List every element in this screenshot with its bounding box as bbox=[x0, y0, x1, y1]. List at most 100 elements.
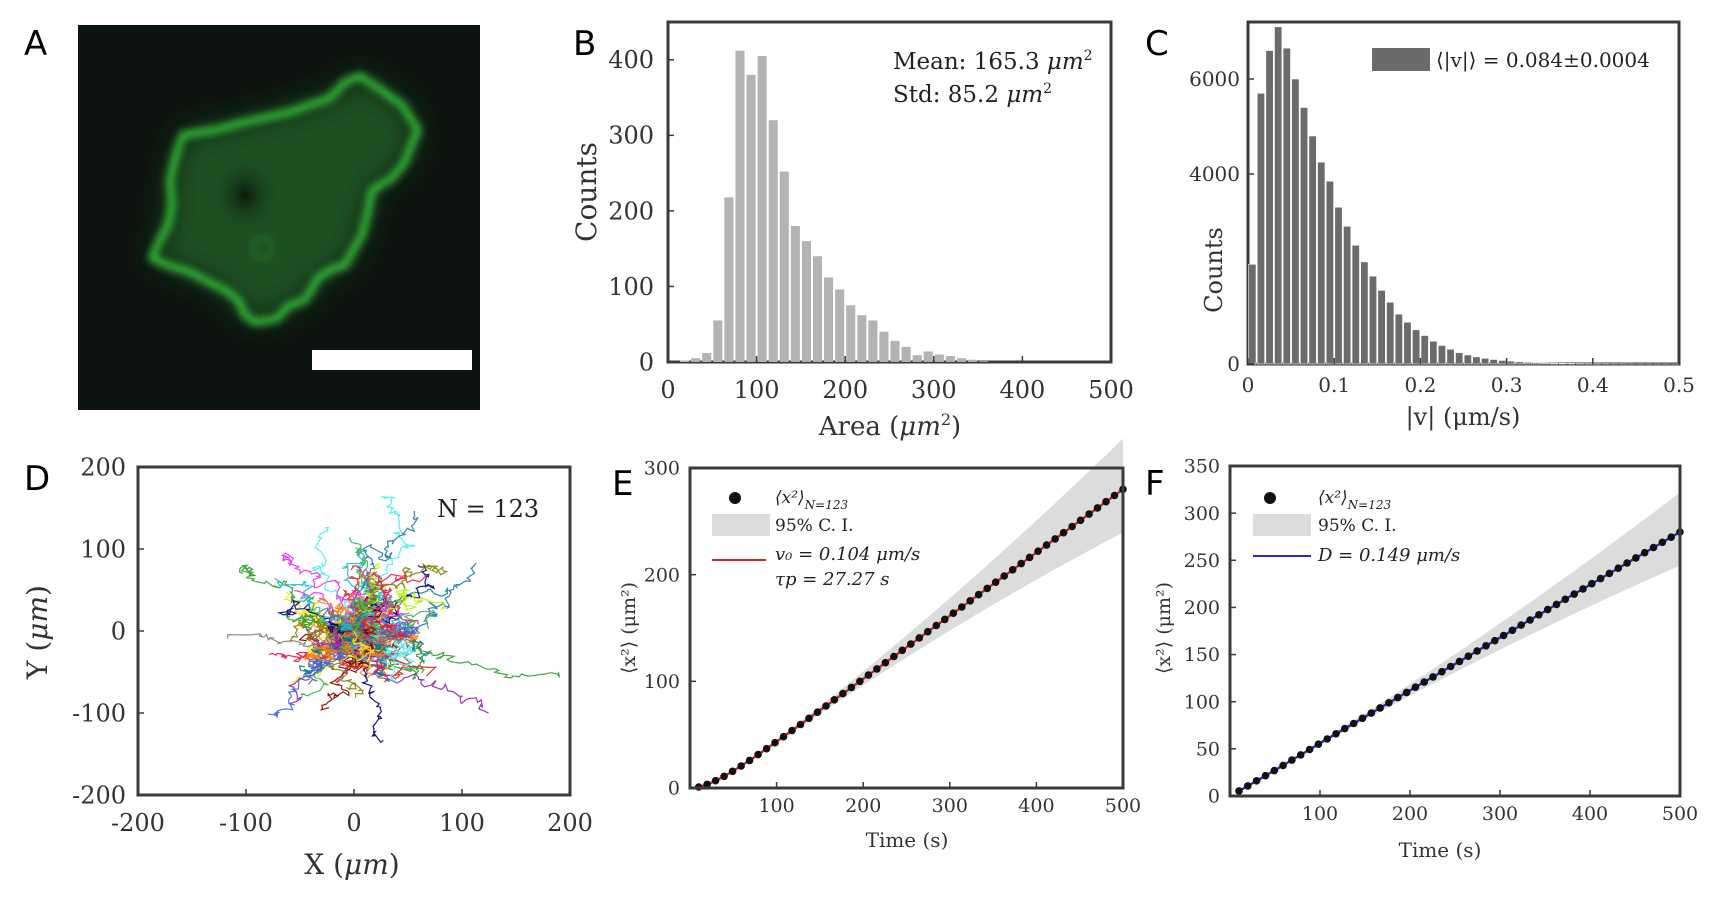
panel-b-ylabel: Counts bbox=[570, 142, 603, 242]
histogram-bar bbox=[680, 360, 690, 362]
histogram-bar bbox=[1325, 180, 1334, 365]
msd-data-point bbox=[1093, 504, 1102, 512]
x-tick-label: 0.2 bbox=[1404, 373, 1436, 397]
panel-label-f: F bbox=[1145, 464, 1165, 504]
panel-e-xlabel: Time (s) bbox=[866, 828, 949, 852]
msd-data-point bbox=[1473, 647, 1481, 655]
histogram-bar bbox=[824, 277, 834, 362]
histogram-bar bbox=[912, 355, 922, 362]
x-tick-label: 200 bbox=[547, 809, 593, 837]
msd-data-point bbox=[1649, 543, 1658, 552]
panel-b-area-histogram: 0 100 200 300 400 500 0 100 200 300 400 Area (μm2… bbox=[570, 20, 1134, 442]
msd-data-point bbox=[822, 702, 830, 710]
histogram-bar bbox=[1351, 244, 1360, 365]
panel-f-legend-dots-label: ⟨x²⟩N=123 bbox=[1318, 488, 1391, 512]
panel-c-axes-box bbox=[1246, 20, 1681, 366]
histogram-bar bbox=[879, 331, 889, 362]
x-tick-label: 0.5 bbox=[1663, 373, 1695, 397]
trajectory-track bbox=[352, 562, 387, 632]
panel-b-axes-box bbox=[666, 20, 1113, 364]
panel-f-legend-line-label: D = 0.149 μm/s bbox=[1317, 545, 1460, 566]
msd-data-point bbox=[856, 677, 864, 686]
panel-f-plot bbox=[1235, 492, 1684, 795]
msd-data-point bbox=[1017, 559, 1025, 568]
msd-data-point bbox=[788, 726, 796, 735]
histogram-bar bbox=[857, 315, 867, 362]
panel-e-plot bbox=[694, 438, 1127, 791]
panel-f-ylabel: ⟨x²⟩ (μm²) bbox=[1153, 582, 1175, 674]
panel-c-speed-histogram: 0 0.1 0.2 0.3 0.4 0.5 0 4000 6000 |v| (μm/s) Co… bbox=[1189, 20, 1695, 432]
histogram-bar bbox=[779, 171, 789, 362]
panel-e-legend-dots-label: ⟨x²⟩N=123 bbox=[775, 488, 848, 512]
x-tick-label: 100 bbox=[439, 809, 485, 837]
x-tick-label: 100 bbox=[758, 795, 794, 817]
msd-data-point bbox=[703, 780, 711, 789]
panel-e-y-ticks: 0 100 200 300 bbox=[644, 458, 696, 800]
msd-data-point bbox=[796, 720, 805, 729]
panel-d-y-ticks: -200 -100 0 100 200 bbox=[72, 453, 144, 809]
histogram-bar bbox=[735, 50, 745, 362]
msd-data-point bbox=[1623, 559, 1631, 567]
msd-data-point bbox=[1535, 611, 1543, 619]
x-tick-label: 100 bbox=[1302, 803, 1338, 825]
x-tick-label: 500 bbox=[1662, 803, 1698, 825]
histogram-bar bbox=[1455, 352, 1464, 365]
y-tick-label: 350 bbox=[1184, 456, 1220, 478]
panel-label-a: A bbox=[24, 24, 47, 64]
x-tick-label: 400 bbox=[1572, 803, 1608, 825]
panel-d-ylabel: Y (μm) bbox=[21, 585, 54, 680]
x-tick-label: 0 bbox=[660, 376, 675, 404]
msd-data-point bbox=[898, 646, 907, 655]
msd-data-point bbox=[941, 615, 949, 624]
cell-membrane bbox=[148, 72, 422, 326]
msd-data-point bbox=[1025, 553, 1034, 562]
msd-data-point bbox=[1008, 566, 1017, 574]
histogram-bar bbox=[746, 74, 756, 362]
y-tick-label: 200 bbox=[608, 197, 654, 225]
msd-data-point bbox=[1051, 535, 1059, 543]
msd-data-point bbox=[1323, 735, 1331, 743]
y-tick-label: 4000 bbox=[1189, 162, 1240, 186]
panel-e-legend-dot bbox=[729, 492, 741, 504]
y-tick-label: 0 bbox=[639, 348, 654, 376]
msd-data-point bbox=[958, 603, 966, 611]
panel-label-b: B bbox=[573, 24, 596, 64]
histogram-bar bbox=[1541, 362, 1550, 365]
histogram-bar bbox=[1256, 92, 1265, 365]
panel-d-annotation: N = 123 bbox=[437, 495, 539, 523]
histogram-bar bbox=[1300, 107, 1309, 365]
panel-c-legend-label: ⟨|v|⟩ = 0.084±0.0004 bbox=[1436, 48, 1650, 73]
trajectory-track bbox=[350, 510, 419, 632]
cell-nucleus bbox=[211, 157, 279, 233]
y-tick-label: 300 bbox=[644, 458, 680, 480]
panel-d-xlabel: X (μm) bbox=[304, 848, 399, 881]
y-tick-label: -100 bbox=[72, 699, 126, 727]
histogram-bar bbox=[1412, 329, 1421, 365]
msd-data-point bbox=[924, 627, 932, 636]
msd-data-point bbox=[1244, 782, 1252, 790]
histogram-bar bbox=[713, 320, 723, 362]
panel-b-bars bbox=[680, 50, 989, 362]
y-tick-label: 0 bbox=[111, 617, 126, 645]
histogram-bar bbox=[1403, 321, 1412, 365]
panel-a-micrograph bbox=[78, 25, 480, 410]
msd-data-point bbox=[847, 683, 856, 692]
histogram-bar bbox=[846, 305, 856, 362]
msd-data-point bbox=[1508, 626, 1517, 635]
panel-c-bars bbox=[1248, 26, 1679, 365]
msd-data-point bbox=[754, 750, 762, 759]
panel-f-xlabel: Time (s) bbox=[1399, 838, 1482, 862]
y-tick-label: 6000 bbox=[1189, 67, 1240, 91]
msd-data-point bbox=[1296, 751, 1305, 759]
histogram-bar bbox=[1282, 47, 1291, 365]
histogram-bar bbox=[1343, 225, 1352, 365]
msd-data-point bbox=[1270, 766, 1279, 775]
histogram-bar bbox=[1446, 348, 1455, 365]
histogram-bar bbox=[1317, 161, 1326, 365]
cell-body bbox=[152, 76, 418, 320]
panel-f-legend-band-label: 95% C. I. bbox=[1318, 516, 1397, 536]
msd-data-point bbox=[873, 665, 881, 673]
trajectory-track bbox=[350, 573, 407, 632]
histogram-bar bbox=[1265, 50, 1274, 365]
msd-data-point bbox=[1252, 777, 1261, 785]
